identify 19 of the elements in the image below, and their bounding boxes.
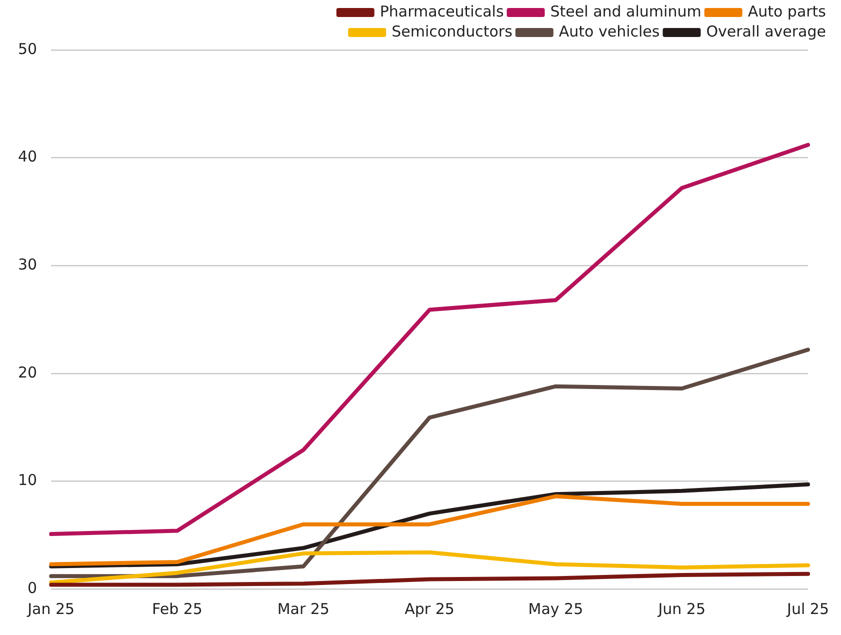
x-tick-label: Mar 25 xyxy=(277,600,330,618)
y-tick-label: 50 xyxy=(18,40,38,58)
x-tick-label: Jun 25 xyxy=(657,600,706,618)
y-tick-label: 40 xyxy=(18,148,38,166)
x-tick-label: Feb 25 xyxy=(152,600,202,618)
legend-label: Pharmaceuticals xyxy=(380,2,504,20)
x-tick-label: May 25 xyxy=(528,600,584,618)
legend-label: Steel and aluminum xyxy=(550,2,702,20)
y-tick-label: 30 xyxy=(18,255,38,274)
x-tick-label: Jan 25 xyxy=(26,600,75,618)
y-tick-label: 20 xyxy=(18,363,38,382)
x-tick-label: Apr 25 xyxy=(404,600,454,618)
y-tick-label: 0 xyxy=(28,578,38,597)
y-tick-label: 10 xyxy=(18,471,38,490)
legend-label: Semiconductors xyxy=(392,22,513,40)
legend-label: Auto parts xyxy=(748,2,826,20)
x-tick-label: Jul 25 xyxy=(786,600,829,618)
legend-label: Overall average xyxy=(706,22,826,40)
legend-label: Auto vehicles xyxy=(558,22,660,40)
